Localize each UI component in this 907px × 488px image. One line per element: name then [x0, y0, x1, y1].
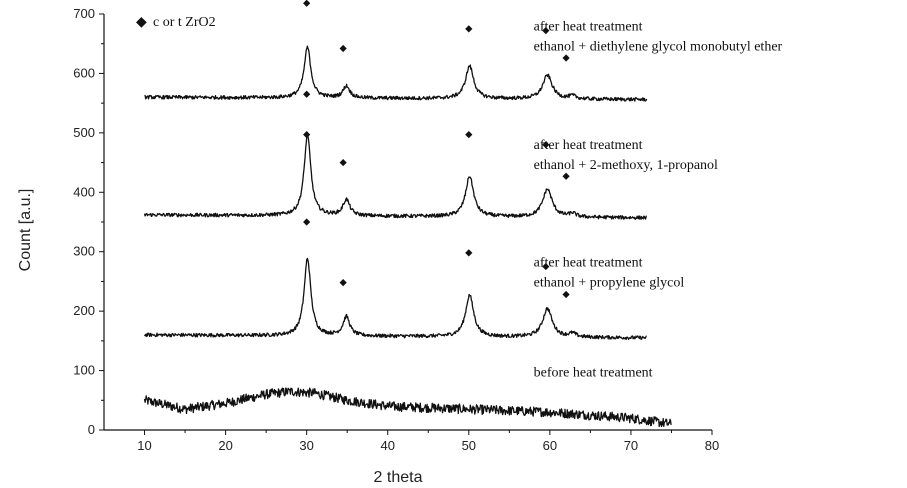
trace-label: ethanol + diethylene glycol monobutyl et… [534, 40, 783, 55]
xrd-traces [143, 45, 672, 428]
zro2-peak-marker [562, 172, 570, 180]
y-tick-label: 200 [73, 303, 95, 318]
zro2-peak-marker [542, 27, 550, 35]
x-tick-label: 40 [380, 438, 394, 453]
zro2-peak-marker [339, 158, 347, 167]
y-tick-label: 0 [88, 422, 95, 437]
trace-label: before heat treatment [534, 366, 653, 381]
trace-label: after heat treatment [534, 256, 643, 271]
y-tick-label: 300 [73, 244, 95, 259]
zro2-peak-marker [542, 141, 550, 149]
y-tick-label: 400 [73, 184, 95, 199]
trace-label: ethanol + 2-methoxy, 1-propanol [534, 158, 718, 173]
x-tick-label: 60 [543, 438, 557, 453]
x-axis-title: 2 theta [374, 469, 423, 486]
xrd-trace-3 [144, 45, 648, 102]
zro2-peak-marker [465, 25, 473, 33]
zro2-peak-marker [339, 279, 347, 287]
y-tick-label: 700 [73, 6, 95, 21]
trace-label: after heat treatment [534, 20, 643, 35]
trace-annotations: before heat treatment after heat treatmen… [534, 20, 783, 381]
zro2-peak-marker [562, 54, 570, 62]
zro2-peak-marker [542, 262, 550, 271]
legend: ◆ c or t ZrO2 [136, 15, 216, 30]
xrd-trace-2 [143, 135, 647, 220]
zro2-peak-marker [303, 131, 311, 139]
y-tick-label: 500 [73, 125, 95, 140]
plot-area: 10 20 30 40 50 60 70 80 0 100 200 300 400 500 600 700 [73, 6, 719, 453]
x-tick-label: 10 [137, 438, 151, 453]
zro2-peak-marker [303, 0, 311, 7]
y-tick-label: 600 [73, 65, 95, 80]
x-tick-label: 80 [705, 438, 719, 453]
zro2-peak-marker [339, 44, 347, 53]
x-tick-label: 20 [218, 438, 232, 453]
y-axis-title: Count [a.u.] [17, 189, 34, 272]
y-tick-label: 100 [73, 363, 95, 378]
xrd-trace-0 [143, 387, 672, 428]
trace-label: after heat treatment [534, 138, 643, 153]
trace-label: ethanol + propylene glycol [534, 276, 685, 291]
x-tick-label: 50 [462, 438, 476, 453]
zro2-peak-marker [303, 90, 311, 98]
zro2-peak-marker [465, 249, 473, 257]
xrd-trace-1 [143, 257, 647, 341]
legend-label: c or t ZrO2 [153, 15, 216, 30]
peak-markers [303, 0, 570, 299]
zro2-peak-marker [562, 290, 570, 299]
zro2-peak-marker [303, 218, 311, 226]
zro2-peak-marker [465, 131, 473, 139]
legend-symbol: ◆ [136, 15, 147, 30]
x-tick-label: 30 [299, 438, 313, 453]
x-tick-label: 70 [624, 438, 638, 453]
